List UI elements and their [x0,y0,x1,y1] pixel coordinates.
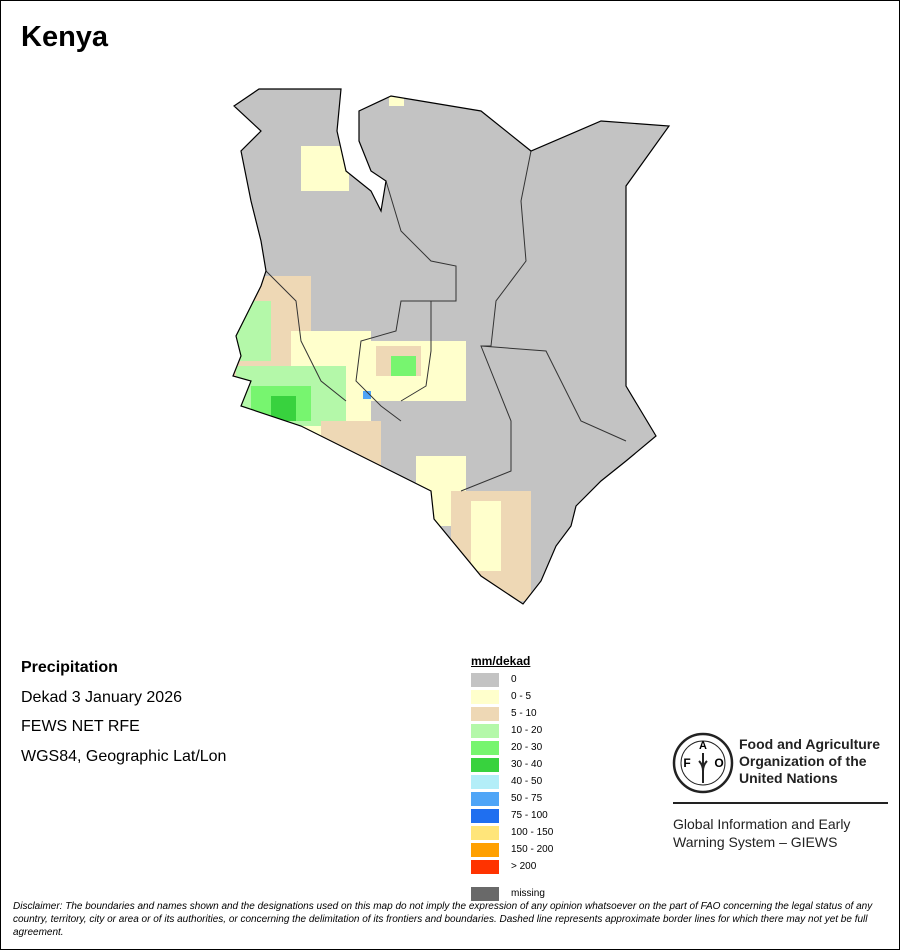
legend-item: 0 - 5 [471,689,531,704]
legend-swatch [471,672,499,687]
source-label: FEWS NET RFE [21,718,140,735]
divider [673,802,888,804]
legend-label: 30 - 40 [511,759,543,770]
giews-line: Warning System – GIEWS [673,834,838,850]
legend-title: mm/dekad [471,654,531,668]
giews-line: Global Information and Early [673,816,851,832]
legend-item: 150 - 200 [471,842,553,857]
fao-name-line: United Nations [739,770,838,786]
legend-swatch [471,859,499,874]
legend-label: 5 - 10 [511,708,537,719]
legend-label: 100 - 150 [511,827,554,838]
legend-label: 40 - 50 [511,776,543,787]
fao-name-line: Food and Agriculture [739,736,881,752]
legend-item: 0 [471,672,517,687]
legend-swatch [471,825,499,840]
legend-item: 5 - 10 [471,706,537,721]
legend-label: 10 - 20 [511,725,543,736]
legend-label: 75 - 100 [511,810,548,821]
legend-swatch [471,791,499,806]
legend-swatch [471,723,499,738]
disclaimer: Disclaimer: The boundaries and names sho… [13,901,873,938]
fao-name-line: Organization of the [739,753,867,769]
legend-item: 50 - 75 [471,791,542,806]
legend-label: 50 - 75 [511,793,543,804]
svg-text:A: A [699,740,707,752]
legend-label: missing [511,888,545,899]
legend-item: 30 - 40 [471,757,542,772]
legend-swatch [471,689,499,704]
fao-name: Food and Agriculture Organization of the… [739,736,880,787]
legend-label: 20 - 30 [511,742,543,753]
legend-item: 75 - 100 [471,808,548,823]
map-title: Kenya [21,21,109,53]
svg-text:F: F [683,756,690,770]
legend-item: 10 - 20 [471,723,542,738]
legend-label: 150 - 200 [511,844,554,855]
period-label: Dekad 3 January 2026 [21,689,182,706]
kenya-precipitation-map [232,88,670,605]
legend-swatch [471,842,499,857]
legend-item: > 200 [471,859,536,874]
admin-boundaries [265,150,627,492]
legend-swatch [471,706,499,721]
legend-label: > 200 [511,861,537,872]
legend-label: 0 - 5 [511,691,532,702]
svg-text:O: O [714,756,723,770]
fao-logo-icon: A F O [672,732,734,794]
legend-item: 100 - 150 [471,825,553,840]
legend-swatch [471,774,499,789]
projection-label: WGS84, Geographic Lat/Lon [21,748,227,765]
variable-label: Precipitation [21,659,118,676]
legend-label: 0 [511,674,517,685]
legend-swatch [471,757,499,772]
legend-swatch [471,886,499,901]
legend-swatch [471,808,499,823]
legend-item: 20 - 30 [471,740,542,755]
legend-item: 40 - 50 [471,774,542,789]
giews-label: Global Information and Early Warning Sys… [673,815,850,851]
legend-item-missing: missing [471,886,545,901]
legend-swatch [471,740,499,755]
